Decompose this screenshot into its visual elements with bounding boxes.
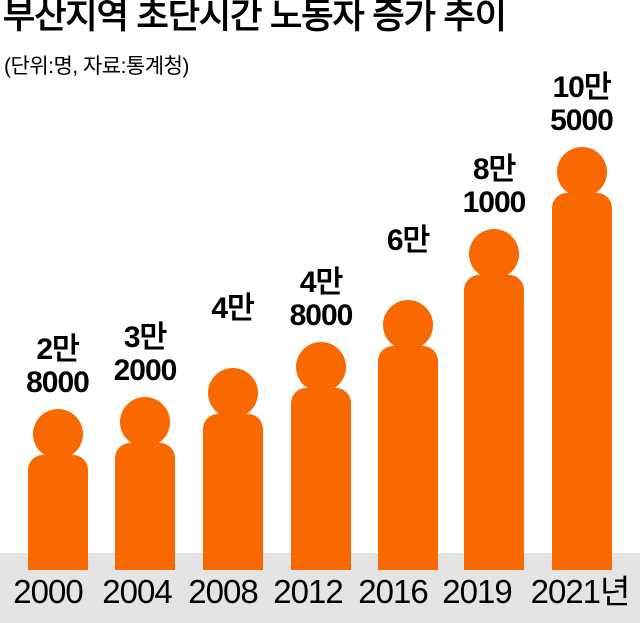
value-label: 10만 5000 (550, 71, 614, 137)
person-body-bar (27, 455, 88, 570)
value-label: 3만 2000 (113, 321, 178, 387)
value-label: 4만 8000 (289, 266, 354, 332)
person-head-icon (207, 368, 258, 418)
person-head-icon (383, 300, 433, 350)
value-label: 2만 8000 (26, 333, 90, 399)
x-axis-label: 2008 (188, 573, 258, 610)
page-title: 부산지역 초단시간 노동자 증가 추이 (3, 0, 507, 36)
person-head-icon (556, 147, 607, 197)
person-body-bar (202, 414, 263, 570)
person-body-bar (378, 346, 438, 570)
person-icon (537, 147, 627, 570)
person-icon (363, 300, 453, 570)
x-axis-label: 2021년 (530, 573, 631, 610)
person-icon (276, 342, 366, 570)
person-icon (13, 409, 103, 570)
x-axis-label: 2012 (273, 573, 343, 610)
person-icon (449, 229, 539, 570)
person-body-bar (551, 193, 612, 570)
person-head-icon (469, 229, 519, 279)
person-body-bar (464, 275, 524, 570)
person-body-bar (115, 443, 175, 570)
value-label: 6만 (386, 224, 430, 257)
person-icon (188, 368, 278, 570)
person-head-icon (296, 342, 346, 392)
x-axis-label: 2004 (102, 573, 172, 610)
x-axis-label: 2019 (442, 573, 512, 610)
value-label: 4만 (211, 292, 254, 325)
person-body-bar (291, 388, 351, 570)
person-head-icon (120, 397, 170, 447)
value-label: 8만 1000 (462, 153, 527, 219)
person-icon (100, 397, 190, 570)
x-axis-label: 2016 (358, 573, 428, 610)
unit-source-note: (단위:명, 자료:통계청) (4, 55, 189, 78)
x-axis-label: 2000 (13, 573, 83, 610)
person-head-icon (32, 409, 83, 459)
